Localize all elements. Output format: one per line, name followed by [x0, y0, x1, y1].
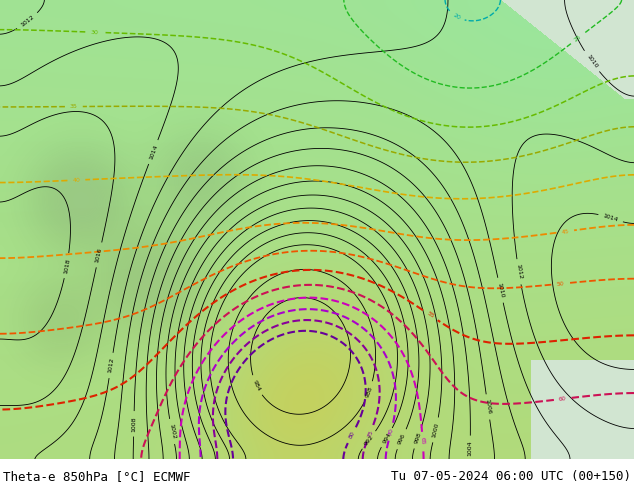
Text: 1014: 1014	[602, 213, 619, 223]
Text: 1006: 1006	[484, 399, 491, 415]
Text: 80: 80	[348, 431, 356, 440]
Text: 996: 996	[397, 433, 406, 445]
Text: 984: 984	[252, 379, 261, 392]
Text: 1012: 1012	[515, 264, 522, 280]
Text: 1000: 1000	[432, 422, 440, 438]
Text: 35: 35	[70, 104, 78, 109]
Text: Theta-e 850hPa [°C] ECMWF: Theta-e 850hPa [°C] ECMWF	[3, 469, 191, 483]
Text: 20: 20	[452, 12, 461, 21]
Text: 65: 65	[420, 437, 425, 445]
Text: 1008: 1008	[131, 416, 136, 432]
Text: 1010: 1010	[496, 282, 505, 298]
Text: 30: 30	[90, 29, 98, 35]
Text: 25: 25	[573, 34, 583, 43]
Text: 75: 75	[366, 429, 374, 438]
Text: 55: 55	[425, 311, 435, 319]
Text: 1010: 1010	[585, 53, 598, 69]
Text: 1012: 1012	[107, 357, 115, 373]
Text: 1016: 1016	[95, 247, 103, 263]
Text: 992: 992	[363, 434, 375, 446]
Text: 1004: 1004	[467, 441, 473, 456]
Text: 70: 70	[387, 427, 394, 436]
Text: 45: 45	[561, 228, 569, 235]
Text: 1012: 1012	[20, 14, 36, 28]
Text: Tu 07-05-2024 06:00 UTC (00+150): Tu 07-05-2024 06:00 UTC (00+150)	[391, 469, 631, 483]
Text: 60: 60	[559, 396, 567, 402]
Text: 1014: 1014	[148, 144, 158, 160]
Text: 998: 998	[413, 432, 422, 444]
Text: 988: 988	[365, 385, 373, 398]
Text: 1002: 1002	[168, 423, 176, 440]
Text: 1018: 1018	[63, 258, 70, 274]
Text: 40: 40	[72, 177, 81, 183]
Text: 50: 50	[556, 281, 564, 287]
Text: 994: 994	[382, 431, 392, 444]
